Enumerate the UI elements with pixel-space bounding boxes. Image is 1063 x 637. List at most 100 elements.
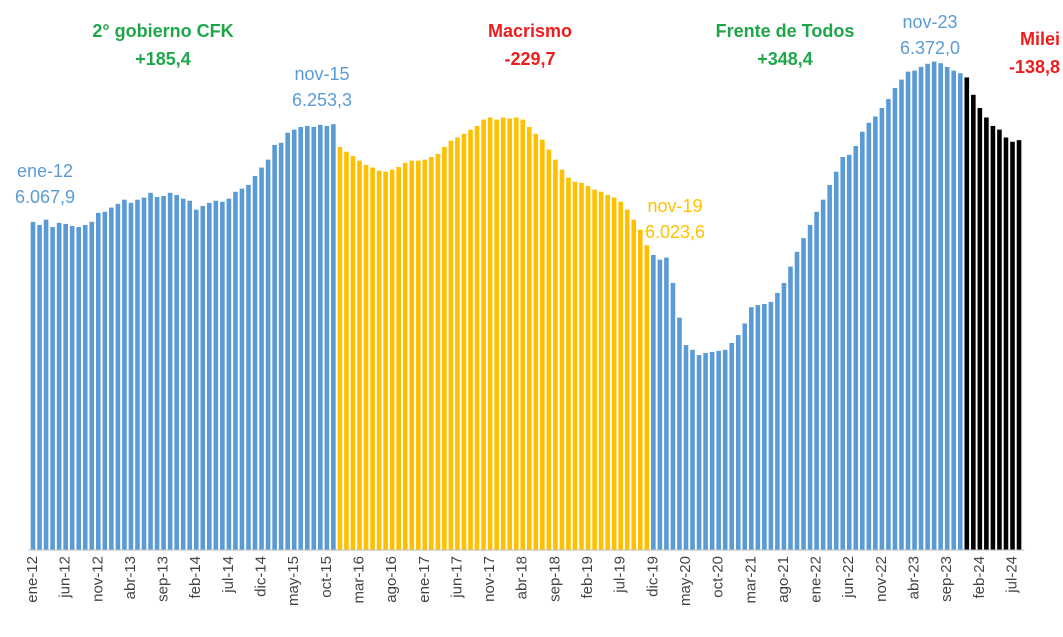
- bar: [76, 227, 82, 550]
- bar: [324, 125, 330, 551]
- bar: [768, 301, 774, 550]
- bar: [487, 117, 493, 551]
- bar: [833, 171, 839, 550]
- bar: [794, 251, 800, 551]
- bar: [298, 126, 304, 550]
- bar: [677, 317, 682, 550]
- bar: [376, 170, 382, 550]
- bar: [174, 194, 179, 550]
- bar: [272, 144, 277, 550]
- bar: [422, 159, 428, 551]
- bar: [997, 129, 1002, 551]
- x-tick-label: ene-22: [808, 556, 825, 603]
- bar: [762, 303, 767, 550]
- bar: [971, 94, 976, 550]
- bar: [605, 194, 610, 550]
- bar: [311, 126, 317, 550]
- bar: [396, 167, 401, 550]
- x-tick-label: abr-23: [906, 556, 923, 599]
- bar: [220, 201, 225, 550]
- bar: [866, 122, 872, 551]
- bar: [709, 351, 715, 550]
- bar: [722, 349, 728, 550]
- bar: [481, 119, 486, 551]
- bar: [30, 221, 36, 551]
- bar: [304, 125, 310, 551]
- bar: [344, 151, 349, 550]
- bar: [350, 155, 356, 551]
- bar: [239, 188, 245, 550]
- bar: [957, 73, 963, 550]
- bar: [624, 209, 630, 550]
- bar: [977, 108, 983, 550]
- bar: [252, 175, 258, 551]
- bar: [566, 177, 571, 550]
- bar: [1016, 140, 1022, 550]
- bar: [735, 335, 741, 550]
- bar: [938, 63, 943, 550]
- bar: [840, 157, 846, 550]
- x-tick-label: feb-14: [187, 556, 204, 599]
- bar: [944, 66, 950, 550]
- bar: [559, 169, 565, 551]
- bar: [598, 191, 604, 550]
- x-tick-label: ene-12: [24, 556, 41, 603]
- bar: [749, 307, 754, 550]
- bar: [846, 154, 852, 550]
- bar: [716, 350, 721, 550]
- bar: [161, 195, 166, 551]
- x-tick-label: jul-14: [220, 556, 237, 594]
- x-tick-label: sep-23: [938, 556, 955, 602]
- bar: [389, 169, 395, 551]
- annotation-value: 6.372,0: [900, 38, 960, 58]
- bar: [474, 125, 480, 551]
- bar: [546, 149, 552, 551]
- bar: [742, 323, 748, 550]
- bar: [585, 185, 591, 551]
- bar: [291, 129, 297, 551]
- bar: [246, 184, 251, 550]
- bar: [135, 199, 140, 550]
- bar: [259, 167, 264, 550]
- bar: [775, 292, 780, 550]
- annotation-date: nov-19: [647, 196, 702, 216]
- bar: [618, 201, 623, 550]
- period-name: Frente de Todos: [716, 21, 855, 41]
- x-tick-label: may-15: [285, 556, 302, 606]
- bar: [592, 189, 597, 550]
- bar: [526, 126, 532, 550]
- bar: [63, 223, 68, 550]
- bar: [82, 224, 88, 550]
- x-tick-label: nov-12: [89, 556, 106, 602]
- bar: [690, 349, 695, 550]
- bar: [651, 254, 656, 550]
- bar: [109, 207, 114, 550]
- x-tick-label: may-20: [677, 556, 694, 606]
- bar: [167, 192, 173, 551]
- bar: [899, 79, 904, 551]
- bar: [43, 219, 49, 550]
- bar: [670, 282, 676, 550]
- bar: [233, 191, 238, 550]
- bar: [579, 182, 584, 551]
- period-change: -229,7: [504, 49, 555, 69]
- bar: [788, 266, 793, 550]
- annotation-value: 6.253,3: [292, 90, 352, 110]
- bar: [729, 342, 735, 550]
- bar: [331, 124, 336, 550]
- bar: [363, 164, 369, 550]
- bar: [187, 200, 193, 550]
- bar: [193, 209, 199, 550]
- bar: [56, 222, 62, 550]
- bar: [611, 197, 617, 550]
- bar: [357, 160, 362, 550]
- bar: [644, 245, 650, 550]
- bar: [873, 116, 878, 550]
- x-tick-label: ago-16: [383, 556, 400, 603]
- bar: [879, 108, 885, 550]
- bar: [892, 87, 898, 550]
- annotation-date: ene-12: [17, 161, 73, 181]
- x-tick-label: ene-17: [416, 556, 433, 603]
- bar: [383, 171, 388, 550]
